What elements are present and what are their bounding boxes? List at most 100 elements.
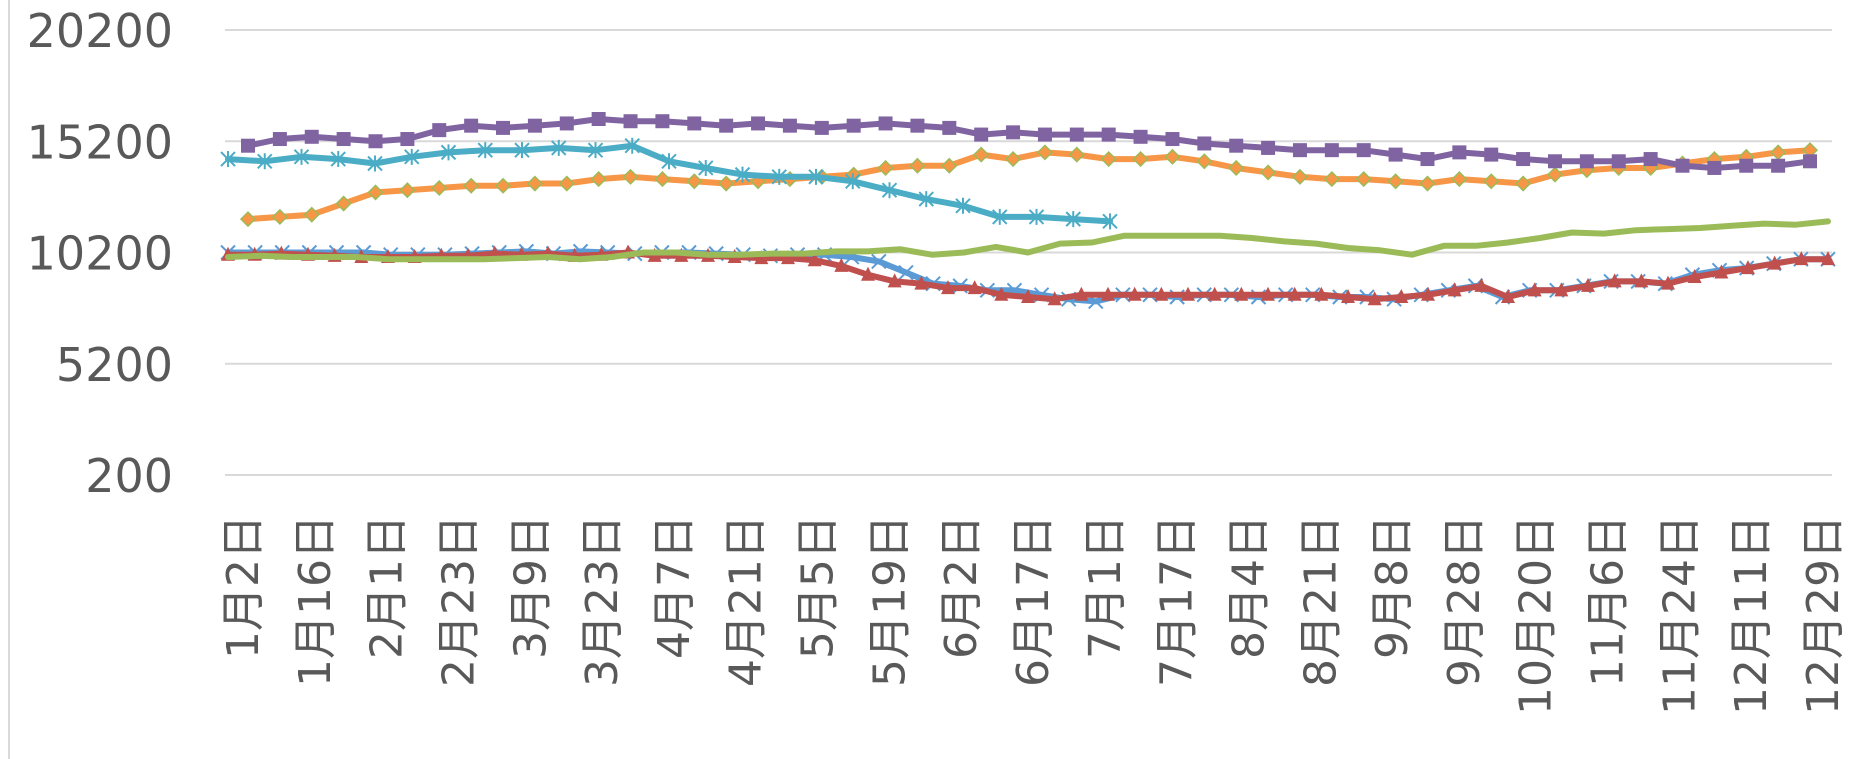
data-point xyxy=(1127,286,1142,301)
series-layer xyxy=(220,112,1836,310)
data-point xyxy=(1611,154,1626,169)
data-point xyxy=(1501,289,1515,303)
data-point xyxy=(661,153,677,170)
data-point xyxy=(1324,143,1339,158)
data-point xyxy=(686,173,703,190)
data-point xyxy=(808,168,824,185)
data-point xyxy=(1707,160,1722,175)
data-point xyxy=(1234,286,1249,301)
data-point xyxy=(1687,268,1702,283)
data-point xyxy=(1037,127,1052,142)
data-point xyxy=(404,148,420,165)
data-point xyxy=(1474,277,1489,292)
data-point xyxy=(1181,286,1195,301)
data-point xyxy=(494,177,512,194)
data-point xyxy=(1260,164,1277,181)
data-point xyxy=(1821,251,1835,266)
data-point xyxy=(1420,152,1435,167)
data-point xyxy=(1770,144,1787,161)
x-tick-label: 9月8日 xyxy=(1367,515,1418,659)
data-point xyxy=(1021,289,1035,303)
data-point xyxy=(514,142,530,159)
data-point xyxy=(698,159,714,176)
y-tick-label: 10200 xyxy=(27,227,173,281)
data-point xyxy=(1516,152,1531,167)
data-point xyxy=(622,168,639,185)
x-tick-label: 11月24日 xyxy=(1654,515,1705,715)
data-point xyxy=(654,171,671,188)
data-point xyxy=(1767,255,1782,270)
data-point xyxy=(973,146,990,163)
x-tick-label: 8月21日 xyxy=(1295,515,1346,687)
x-tick-label: 6月2日 xyxy=(936,515,987,659)
data-point xyxy=(1101,286,1115,301)
data-point xyxy=(918,191,934,208)
data-point xyxy=(1229,138,1244,153)
data-point xyxy=(1261,286,1275,301)
x-tick-label: 8月4日 xyxy=(1223,515,1274,659)
data-point xyxy=(1207,286,1222,301)
x-tick-label: 2月1日 xyxy=(362,515,413,659)
data-point xyxy=(293,148,310,165)
data-point xyxy=(1005,150,1022,168)
data-point xyxy=(1714,264,1729,279)
data-point xyxy=(1133,129,1148,144)
data-point xyxy=(304,129,319,144)
data-point xyxy=(1794,251,1809,266)
data-point xyxy=(1388,147,1403,162)
data-point xyxy=(1661,275,1675,290)
data-point xyxy=(1047,291,1062,306)
x-axis-ticks: 1月2日 1月16日 2月1日 2月23日 3月9日 3月23日 4月7日 4月21日 5月5日… xyxy=(218,515,1849,715)
data-point xyxy=(1164,148,1181,165)
data-point xyxy=(367,155,383,172)
y-tick-label: 200 xyxy=(85,449,173,503)
x-tick-label: 1月16日 xyxy=(290,515,341,687)
data-point xyxy=(845,173,861,190)
data-point xyxy=(754,250,769,265)
data-point xyxy=(1367,291,1382,306)
data-point xyxy=(591,112,606,126)
data-point xyxy=(1527,282,1542,297)
data-point xyxy=(771,168,787,185)
data-point xyxy=(1154,286,1169,301)
data-point xyxy=(687,116,702,131)
data-point xyxy=(861,266,875,281)
data-point xyxy=(1546,166,1564,183)
data-point xyxy=(368,134,383,149)
data-point xyxy=(1484,147,1499,162)
data-point xyxy=(400,132,415,147)
data-point xyxy=(718,175,735,192)
data-point xyxy=(1607,273,1622,288)
series-line xyxy=(245,116,1813,171)
data-point xyxy=(1074,286,1089,301)
y-axis-ticks: 20200 15200 10200 5200 200 xyxy=(27,4,173,503)
data-point xyxy=(1101,127,1116,142)
data-point xyxy=(1261,140,1276,155)
data-point xyxy=(1451,171,1468,188)
data-point xyxy=(526,175,543,192)
x-tick-label: 12月29日 xyxy=(1798,515,1849,715)
data-point xyxy=(719,118,734,133)
data-point xyxy=(464,118,479,133)
data-point xyxy=(1387,173,1404,190)
data-point xyxy=(1447,282,1462,297)
y-tick-label: 20200 xyxy=(27,4,173,58)
data-point xyxy=(559,116,574,131)
data-point xyxy=(887,273,902,288)
data-point xyxy=(1581,277,1595,292)
data-point xyxy=(1452,145,1467,160)
data-point xyxy=(335,195,352,212)
data-point xyxy=(330,151,346,168)
data-point xyxy=(1356,143,1371,158)
data-point xyxy=(1165,132,1180,147)
data-point xyxy=(782,118,797,133)
data-point xyxy=(1287,286,1302,301)
data-point xyxy=(1036,144,1053,161)
data-point xyxy=(1196,153,1213,170)
data-point xyxy=(336,132,351,147)
data-point xyxy=(751,116,766,131)
data-point xyxy=(431,179,448,197)
data-point xyxy=(734,166,751,183)
y-tick-label: 5200 xyxy=(56,338,173,392)
